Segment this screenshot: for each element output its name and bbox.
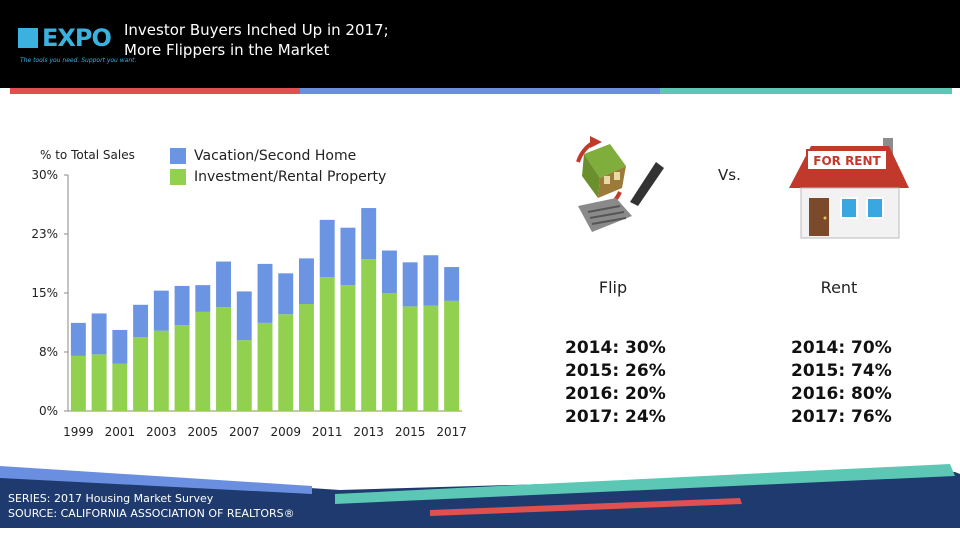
stacked-bar-chart: 0% 8% 15% 23% 30% 1999 2001 2003 2005 2007 2009 201… xyxy=(31,168,467,439)
bar-investment-2006 xyxy=(216,307,231,411)
rent-stat-2017: 2017: 76% xyxy=(791,407,892,427)
bar-vacation-2010 xyxy=(299,258,314,305)
bar-investment-2009 xyxy=(278,314,294,411)
header-stripe-red xyxy=(10,88,300,94)
rent-stat-2015: 2015: 74% xyxy=(791,361,892,381)
bar-vacation-2014 xyxy=(381,250,397,293)
bar-vacation-2001 xyxy=(112,329,128,364)
bar-vacation-2003 xyxy=(153,290,169,331)
bar-investment-1999 xyxy=(70,355,86,411)
x-tick-label: 2017 xyxy=(436,425,467,439)
bar-investment-2012 xyxy=(340,285,356,411)
slide-title: Investor Buyers Inched Up in 2017; More … xyxy=(124,20,389,60)
x-tick-label: 2011 xyxy=(312,425,343,439)
rent-house-icon: FOR RENT xyxy=(789,138,909,239)
x-tick-label: 2013 xyxy=(353,425,384,439)
bar-vacation-2008 xyxy=(257,263,273,323)
bar-vacation-2005 xyxy=(195,285,211,312)
logo-text: EXPO xyxy=(42,24,112,52)
for-rent-sign-text: FOR RENT xyxy=(813,154,881,168)
bar-investment-2016 xyxy=(423,305,439,411)
bar-vacation-1999 xyxy=(70,322,86,356)
bar-vacation-2016 xyxy=(423,255,439,306)
legend-swatch-investment xyxy=(170,169,186,185)
rent-stat-2014: 2014: 70% xyxy=(791,338,892,358)
x-tick-label: 1999 xyxy=(63,425,94,439)
rent-stats: 2014: 70% 2015: 74% 2016: 80% 2017: 76% xyxy=(791,337,892,429)
y-tick-label: 23% xyxy=(31,227,58,241)
header-bar: EXPO The tools you need. Support you wan… xyxy=(0,0,960,88)
title-line-1: Investor Buyers Inched Up in 2017; xyxy=(124,21,389,39)
legend-label-investment: Investment/Rental Property xyxy=(194,169,387,185)
bar-vacation-2011 xyxy=(319,219,335,278)
bar-vacation-2013 xyxy=(361,208,377,260)
bar-investment-2013 xyxy=(361,259,377,411)
bar-vacation-2004 xyxy=(174,285,190,326)
header-stripe-blue xyxy=(300,88,660,94)
x-tick-label: 2009 xyxy=(270,425,301,439)
flip-stat-2014: 2014: 30% xyxy=(565,338,666,358)
bar-investment-2003 xyxy=(153,330,169,411)
bar-investment-2002 xyxy=(133,337,149,411)
bar-vacation-2002 xyxy=(133,304,149,338)
bar-investment-2014 xyxy=(381,293,397,411)
bar-investment-2008 xyxy=(257,322,273,411)
flip-house-icon xyxy=(576,136,664,232)
bar-vacation-2000 xyxy=(91,313,107,355)
y-axis-label: % to Total Sales xyxy=(40,148,135,162)
bar-vacation-2007 xyxy=(236,291,252,341)
flip-label: Flip xyxy=(598,278,628,297)
y-tick-label: 8% xyxy=(39,345,58,359)
vs-label: Vs. xyxy=(718,166,741,184)
flip-stats: 2014: 30% 2015: 26% 2016: 20% 2017: 24% xyxy=(565,337,666,429)
flip-stat-2016: 2016: 20% xyxy=(565,384,666,404)
bar-vacation-2015 xyxy=(402,262,418,307)
footer-source: SOURCE: CALIFORNIA ASSOCIATION OF REALTO… xyxy=(8,507,295,520)
x-tick-label: 2005 xyxy=(188,425,219,439)
logo-tagline: The tools you need. Support you want. xyxy=(20,57,137,64)
bar-vacation-2009 xyxy=(278,273,294,315)
x-tick-label: 2001 xyxy=(105,425,136,439)
legend-swatch-vacation xyxy=(170,148,186,164)
bar-investment-2015 xyxy=(402,306,418,411)
header-stripe-teal xyxy=(660,88,952,94)
x-tick-label: 2015 xyxy=(395,425,426,439)
legend-item-vacation: Vacation/Second Home xyxy=(170,146,386,166)
x-tick-label: 2007 xyxy=(229,425,260,439)
bar-vacation-2006 xyxy=(216,261,231,308)
bar-investment-2000 xyxy=(91,354,107,411)
bar-vacation-2012 xyxy=(340,227,356,286)
bar-investment-2011 xyxy=(319,277,335,411)
legend-label-vacation: Vacation/Second Home xyxy=(194,148,357,164)
chart-legend: Vacation/Second Home Investment/Rental P… xyxy=(170,146,386,188)
footer-series: SERIES: 2017 Housing Market Survey xyxy=(8,492,214,505)
flip-stat-2017: 2017: 24% xyxy=(565,407,666,427)
title-line-2: More Flippers in the Market xyxy=(124,41,330,59)
bar-investment-2004 xyxy=(174,325,190,411)
footer-graphic xyxy=(0,464,960,540)
rent-label: Rent xyxy=(820,278,858,297)
x-tick-label: 2003 xyxy=(146,425,177,439)
bar-investment-2010 xyxy=(299,304,314,411)
flip-stat-2015: 2015: 26% xyxy=(565,361,666,381)
expo-logo: EXPO The tools you need. Support you wan… xyxy=(18,24,136,70)
bar-vacation-2017 xyxy=(444,267,460,301)
legend-item-investment: Investment/Rental Property xyxy=(170,167,386,187)
logo-square-icon xyxy=(18,28,38,48)
bar-investment-2017 xyxy=(444,300,460,411)
y-tick-label: 15% xyxy=(31,286,58,300)
bar-investment-2001 xyxy=(112,363,128,411)
bar-investment-2007 xyxy=(236,340,252,411)
bar-investment-2005 xyxy=(195,311,211,411)
rent-stat-2016: 2016: 80% xyxy=(791,384,892,404)
y-tick-label: 30% xyxy=(31,168,58,182)
y-tick-label: 0% xyxy=(39,404,58,418)
